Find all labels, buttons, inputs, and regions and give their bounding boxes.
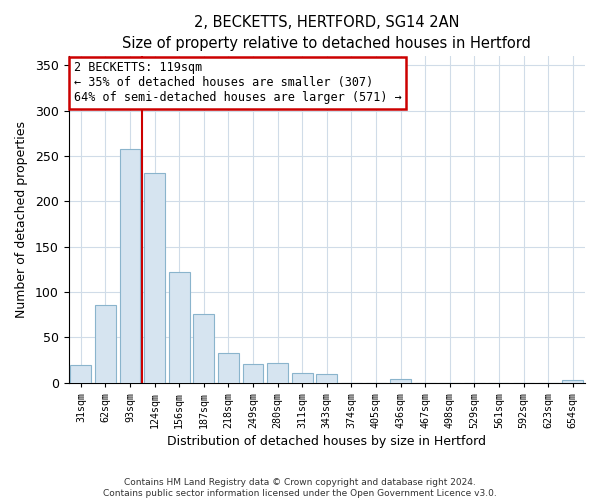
Bar: [316, 374, 337, 382]
Bar: [193, 314, 214, 382]
Text: 2 BECKETTS: 119sqm
← 35% of detached houses are smaller (307)
64% of semi-detach: 2 BECKETTS: 119sqm ← 35% of detached hou…: [74, 61, 401, 104]
Bar: [169, 272, 190, 382]
Title: 2, BECKETTS, HERTFORD, SG14 2AN
Size of property relative to detached houses in : 2, BECKETTS, HERTFORD, SG14 2AN Size of …: [122, 15, 531, 51]
Text: Contains HM Land Registry data © Crown copyright and database right 2024.
Contai: Contains HM Land Registry data © Crown c…: [103, 478, 497, 498]
Bar: [267, 364, 288, 382]
Bar: [70, 366, 91, 382]
Bar: [562, 380, 583, 382]
Bar: [119, 149, 140, 382]
Bar: [292, 372, 313, 382]
Bar: [218, 352, 239, 382]
Bar: [95, 304, 116, 382]
Bar: [242, 364, 263, 382]
Bar: [144, 173, 165, 382]
Bar: [390, 379, 411, 382]
X-axis label: Distribution of detached houses by size in Hertford: Distribution of detached houses by size …: [167, 434, 486, 448]
Y-axis label: Number of detached properties: Number of detached properties: [15, 121, 28, 318]
